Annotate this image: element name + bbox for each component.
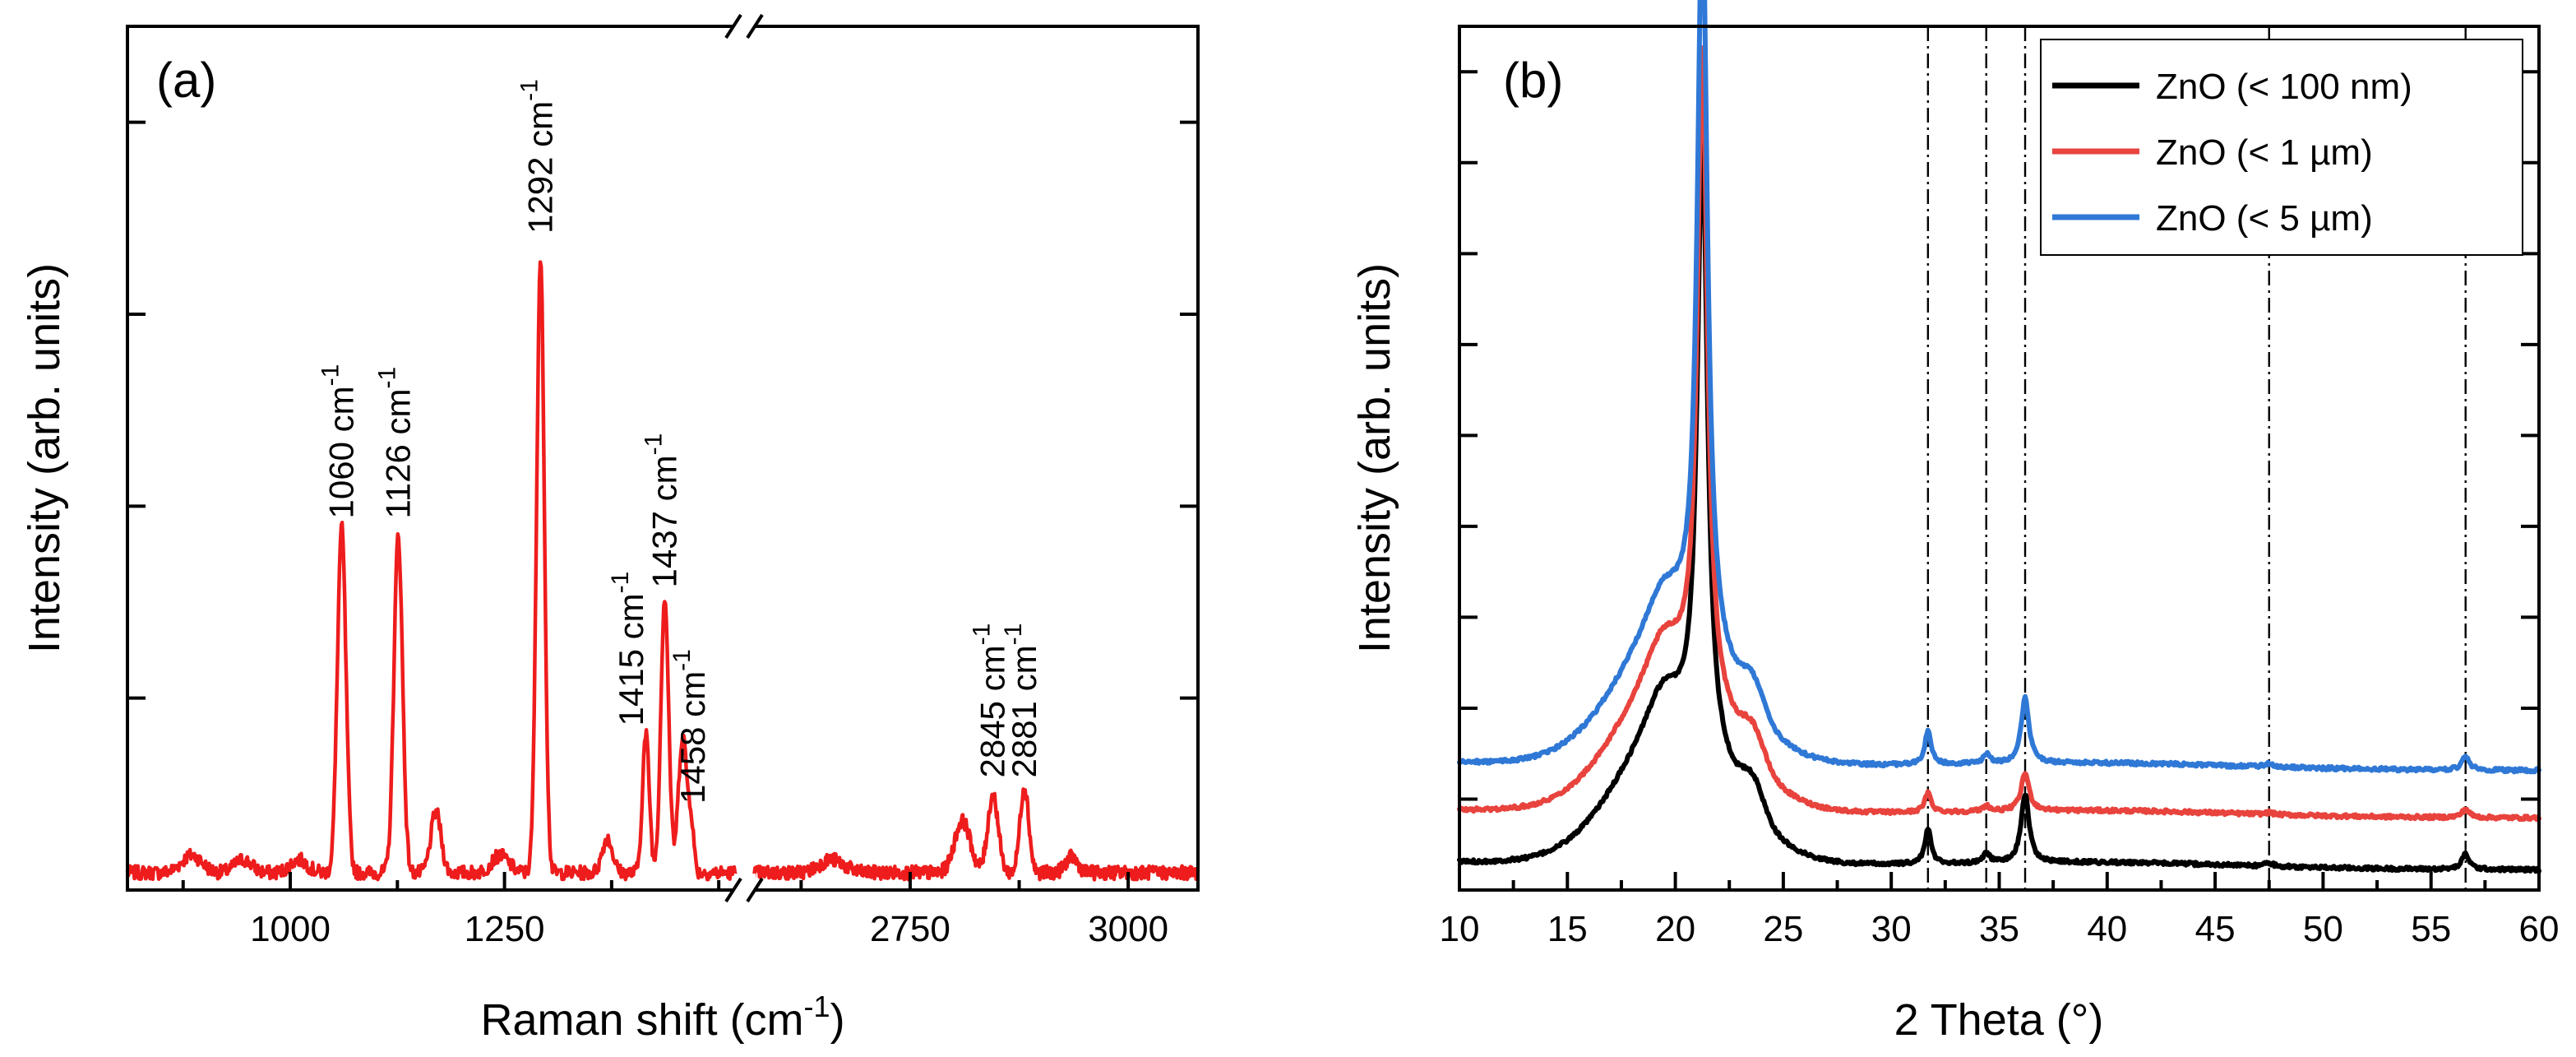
panel-b-ticks: 10 15 20 25 30 35 40 45 50 55 60 <box>1440 70 2560 949</box>
x-tick-label: 50 <box>2303 909 2343 949</box>
panel-b-label: (b) <box>1503 53 1563 108</box>
peak-label-sup: -1 <box>607 572 634 594</box>
peak-label-text: 1437 cm <box>645 455 683 587</box>
peak-label-text: 2845 cm <box>974 645 1012 777</box>
x-tick-label: 3000 <box>1088 909 1168 949</box>
raman-spectrum-series <box>125 260 1200 882</box>
peak-label-sup: -1 <box>668 649 696 671</box>
x-tick-label: 25 <box>1763 909 1803 949</box>
x-tick-label: 55 <box>2411 909 2451 949</box>
break-gap-top <box>734 10 756 43</box>
panel-b-y-axis-title: Intensity (arb. units) <box>1350 263 1399 653</box>
x-title-text: Raman shift (cm <box>480 995 803 1045</box>
x-tick-label: 20 <box>1655 909 1695 949</box>
legend: ZnO (< 100 nm) ZnO (< 1 µm) ZnO (< 5 µm) <box>2040 39 2523 256</box>
axis-break-marks <box>724 10 764 906</box>
series-line-3 <box>1457 0 2541 775</box>
legend-label: ZnO (< 100 nm) <box>2156 67 2412 107</box>
peak-label-sup: -1 <box>640 433 667 456</box>
peak-label: 2881 cm-1 <box>1000 624 1043 778</box>
break-gap-bottom <box>734 874 756 906</box>
break-slash <box>724 13 742 39</box>
panel-b-x-axis-title: 2 Theta (°) <box>1894 995 2104 1045</box>
x-tick-label: 60 <box>2519 909 2560 949</box>
peak-label-text: 2881 cm <box>1005 645 1043 777</box>
peak-label: 2845 cm-1 <box>969 624 1012 778</box>
break-slash <box>746 877 764 903</box>
x-tick-label: 2750 <box>870 909 950 949</box>
panel-a-x-axis-title: Raman shift (cm-1) <box>480 990 844 1045</box>
raman-line-segment-2 <box>751 787 1200 882</box>
peak-label-text: 1415 cm <box>612 593 650 726</box>
xrd-series <box>1457 0 2541 874</box>
panel-a-frame <box>126 25 1200 892</box>
peak-label-text: 1458 cm <box>673 671 712 804</box>
panel-a-label: (a) <box>156 53 216 108</box>
x-tick-label: 45 <box>2195 909 2236 949</box>
peak-label-sup: -1 <box>516 79 543 101</box>
panel-b: 10 15 20 25 30 35 40 45 50 55 60 ZnO (< 100 nm)ZnO… <box>1350 0 2559 1045</box>
break-slash <box>724 877 742 903</box>
x-tick-label: 10 <box>1440 909 1480 949</box>
series-line-2 <box>1457 45 2541 823</box>
peak-label: 1060 cm-1 <box>317 364 361 519</box>
peak-label-sup: -1 <box>317 364 345 387</box>
raman-line-segment-1 <box>125 260 738 882</box>
x-tick-label: 15 <box>1547 909 1588 949</box>
x-tick-label: 40 <box>2087 909 2127 949</box>
legend-label: ZnO (< 5 µm) <box>2156 198 2373 239</box>
peak-label: 1292 cm-1 <box>516 79 559 234</box>
peak-label-sup: -1 <box>1000 624 1027 646</box>
peak-label-text: 1292 cm <box>520 101 559 234</box>
peak-label: 1415 cm-1 <box>607 572 650 726</box>
peak-label-text: 1126 cm <box>378 389 417 519</box>
peak-label: 1458 cm-1 <box>668 649 712 804</box>
series-line-1 <box>1457 132 2541 874</box>
panel-a-ticks: 1000 1250 2750 3000 <box>127 120 1198 949</box>
x-tick-label: 30 <box>1871 909 1912 949</box>
break-slash <box>746 13 764 39</box>
x-title-close: ) <box>830 995 845 1045</box>
peak-label-text: 1060 cm <box>322 386 361 518</box>
peak-label: 1126 cm-1 <box>373 367 417 519</box>
peak-label-sup: -1 <box>969 624 996 646</box>
x-tick-label: 35 <box>1979 909 2019 949</box>
x-tick-label: 1250 <box>465 909 545 949</box>
x-title-sup: -1 <box>804 990 830 1023</box>
peak-label: 1437 cm-1 <box>640 433 683 588</box>
peak-label-sup: -1 <box>373 367 400 389</box>
legend-label: ZnO (< 1 µm) <box>2156 132 2373 173</box>
panel-a-y-axis-title: Intensity (arb. units) <box>20 263 69 653</box>
x-tick-label: 1000 <box>250 909 331 949</box>
